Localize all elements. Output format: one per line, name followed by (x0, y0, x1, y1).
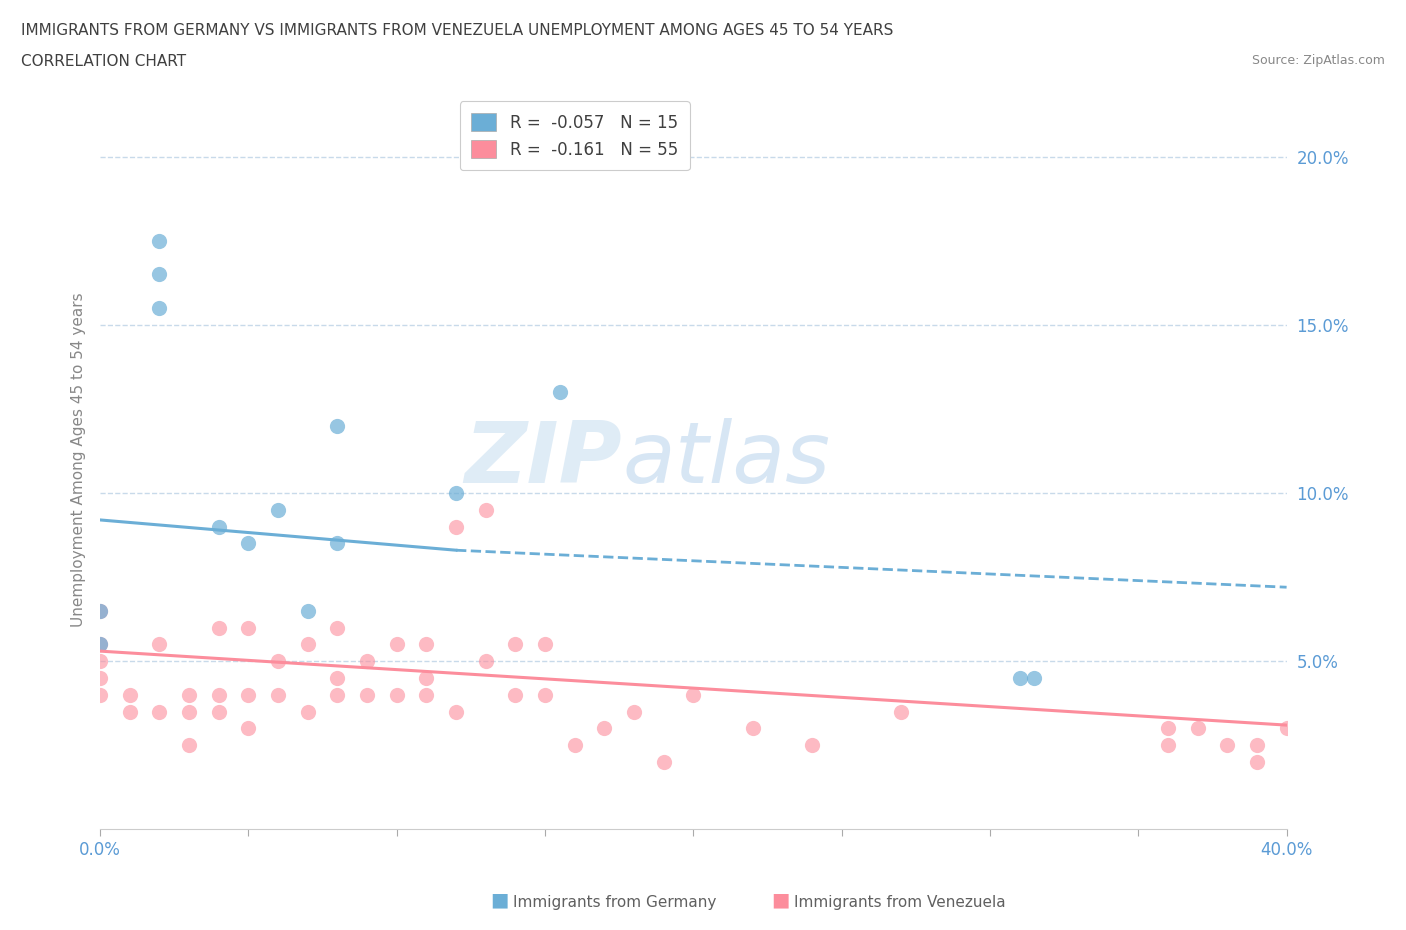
Y-axis label: Unemployment Among Ages 45 to 54 years: Unemployment Among Ages 45 to 54 years (72, 292, 86, 627)
Point (148, 300, 170, 315)
Point (326, 418, 349, 433)
Point (89, 654, 111, 669)
Point (474, 502, 496, 517)
Point (297, 704, 319, 719)
Point (356, 687, 378, 702)
Point (148, 637, 170, 652)
Point (444, 485, 467, 500)
Point (356, 654, 378, 669)
Point (1216, 737, 1239, 752)
Text: Immigrants from Venezuela: Immigrants from Venezuela (794, 895, 1007, 910)
Point (1024, 671, 1046, 685)
Point (741, 721, 763, 736)
Point (505, 637, 527, 652)
Point (415, 671, 437, 685)
Point (1246, 754, 1268, 769)
Text: Immigrants from Germany: Immigrants from Germany (513, 895, 717, 910)
Point (534, 687, 557, 702)
Point (1275, 721, 1298, 736)
Point (89, 687, 111, 702)
Point (326, 687, 349, 702)
Point (474, 654, 496, 669)
Point (652, 754, 675, 769)
Point (385, 637, 408, 652)
Point (1157, 721, 1180, 736)
Point (148, 704, 170, 719)
Point (564, 737, 586, 752)
Point (505, 687, 527, 702)
Point (326, 671, 349, 685)
Point (89, 604, 111, 618)
Point (89, 637, 111, 652)
Point (297, 637, 319, 652)
Point (238, 620, 260, 635)
Text: CORRELATION CHART: CORRELATION CHART (21, 54, 186, 69)
Text: ■: ■ (770, 891, 790, 910)
Point (179, 737, 201, 752)
Point (89, 671, 111, 685)
Point (118, 687, 141, 702)
Text: IMMIGRANTS FROM GERMANY VS IMMIGRANTS FROM VENEZUELA UNEMPLOYMENT AMONG AGES 45 : IMMIGRANTS FROM GERMANY VS IMMIGRANTS FR… (21, 23, 893, 38)
Point (623, 704, 645, 719)
Point (890, 704, 912, 719)
Point (179, 704, 201, 719)
Point (208, 519, 231, 534)
Point (534, 637, 557, 652)
Point (238, 536, 260, 551)
Point (415, 637, 437, 652)
Point (267, 654, 290, 669)
Point (326, 620, 349, 635)
Point (1246, 737, 1268, 752)
Point (148, 233, 170, 248)
Point (238, 721, 260, 736)
Point (385, 687, 408, 702)
Text: Source: ZipAtlas.com: Source: ZipAtlas.com (1251, 54, 1385, 67)
Point (208, 620, 231, 635)
Point (208, 687, 231, 702)
Point (89, 637, 111, 652)
Point (801, 737, 824, 752)
Text: ■: ■ (489, 891, 509, 910)
Point (444, 519, 467, 534)
Point (593, 721, 616, 736)
Point (548, 385, 571, 400)
Text: atlas: atlas (623, 418, 830, 501)
Point (682, 687, 704, 702)
Point (89, 604, 111, 618)
Legend: R =  -0.057   N = 15, R =  -0.161   N = 55: R = -0.057 N = 15, R = -0.161 N = 55 (460, 101, 690, 170)
Text: ZIP: ZIP (464, 418, 623, 501)
Point (444, 704, 467, 719)
Point (326, 536, 349, 551)
Point (415, 687, 437, 702)
Point (267, 502, 290, 517)
Point (1157, 737, 1180, 752)
Point (148, 267, 170, 282)
Point (297, 604, 319, 618)
Point (267, 687, 290, 702)
Point (1008, 671, 1031, 685)
Point (1187, 721, 1209, 736)
Point (238, 687, 260, 702)
Point (179, 687, 201, 702)
Point (118, 704, 141, 719)
Point (208, 704, 231, 719)
